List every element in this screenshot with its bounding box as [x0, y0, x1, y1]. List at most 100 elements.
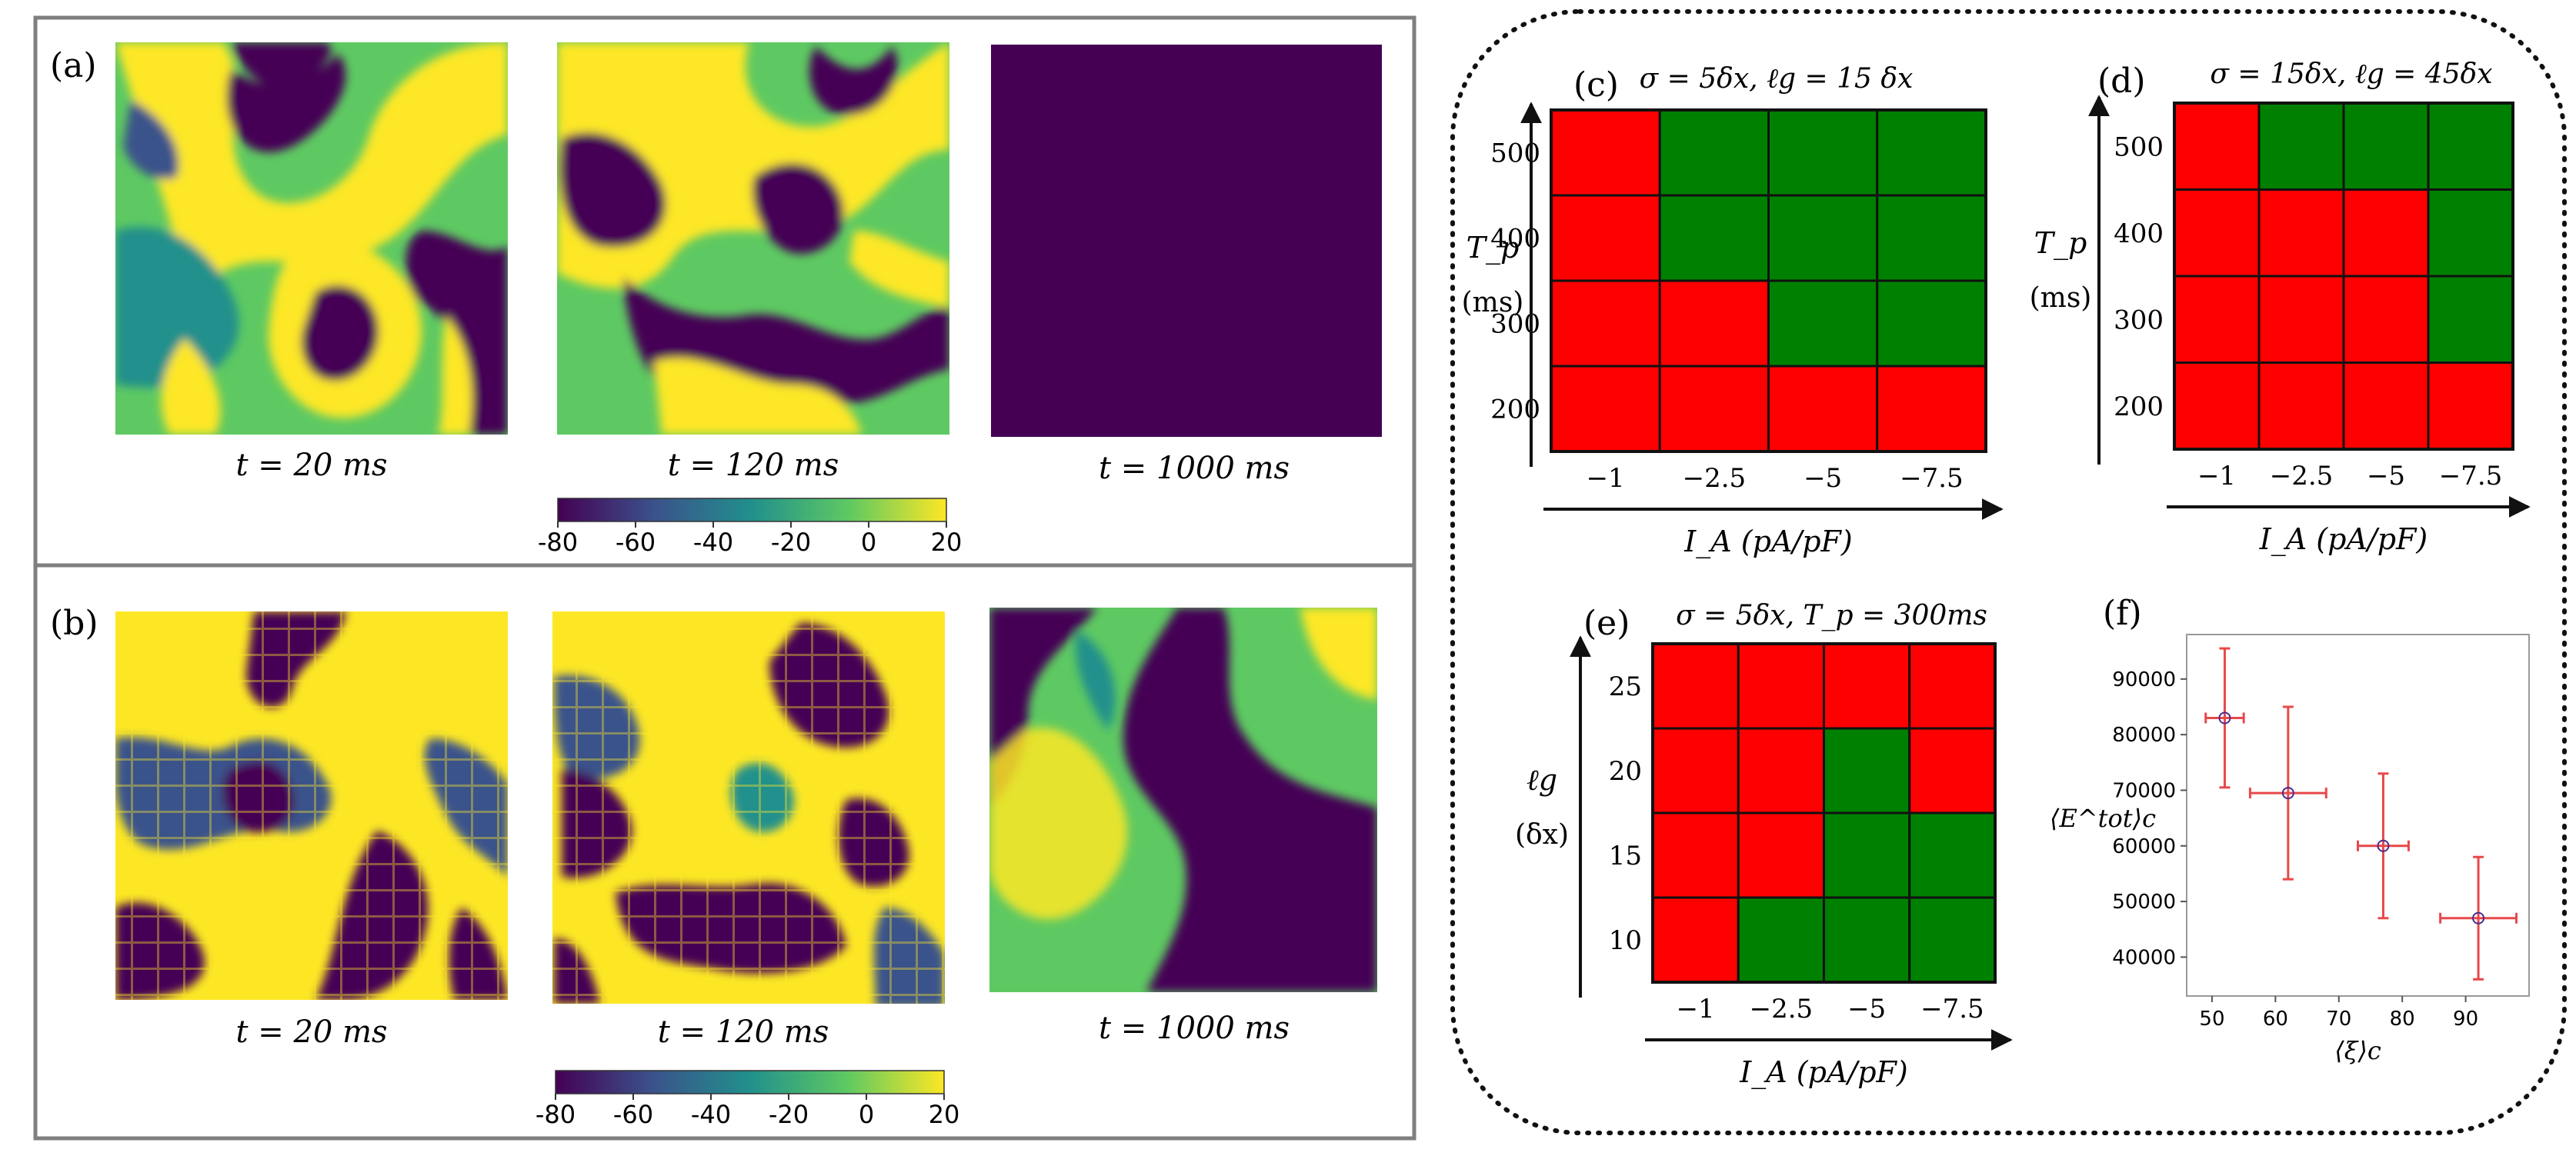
panel-d-x-tick: −1 [2197, 461, 2236, 491]
panel-f-y-tick: 40000 [2112, 946, 2176, 969]
panel-e-x-label: I_A (pA/pF) [1739, 1055, 1907, 1090]
panel-e-cell-r3-c1 [1737, 896, 1825, 984]
colorbar-b-tick-label: -40 [691, 1100, 731, 1129]
panel-c-cell-r3-c1 [1658, 365, 1770, 453]
panel-c-y-tick: 200 [1490, 395, 1540, 425]
panel-e-x-tick: −5 [1847, 994, 1886, 1024]
panel-d-y-tick: 400 [2114, 218, 2164, 249]
colorbar-b-tick-label: -20 [769, 1100, 809, 1129]
panel-f-marker [2472, 911, 2485, 924]
panel-f-x-tick: 70 [2326, 1008, 2351, 1031]
panel-b-label: (b) [50, 604, 98, 643]
panel-f-x-tick: 50 [2199, 1008, 2224, 1031]
panel-a-colorbar [557, 498, 947, 522]
panel-f-point-0 [2204, 647, 2245, 789]
panel-e-heatmap: (e) σ = 5δx, T_p = 300ms 25 20 15 10 −1 −2.5 −5 −… [1515, 600, 2013, 1090]
panel-c-cell-r3-c0 [1550, 365, 1661, 453]
panel-c-cell-r0-c3 [1876, 108, 1987, 197]
panel-d-border [2173, 102, 2514, 451]
panel-d-title: σ = 15δx, ℓg = 45δx [2210, 58, 2492, 90]
panel-f-chart: (f) 50 60 70 80 90 40000 50000 60000 70000 80000 90… [2050, 594, 2530, 1065]
panel-d-x-tick: −7.5 [2439, 461, 2503, 491]
panel-c-cell-r2-c1 [1658, 279, 1770, 368]
panel-e-cell-r1-c0 [1651, 727, 1740, 815]
panel-a-label: (a) [50, 46, 97, 85]
heatmap-panels: (c) σ = 5δx, ℓg = 15 δx 500 400 300 200 −1 −2.5… [1462, 58, 2531, 1090]
colorbar-a-tick-label: -60 [616, 528, 656, 557]
colorbar-b-tick-label: -80 [536, 1100, 576, 1129]
panel-f-x-tick: 80 [2390, 1008, 2415, 1031]
panel-e-cell-r0-c0 [1651, 642, 1740, 730]
panel-d-cell-r1-c3 [2427, 188, 2514, 278]
panel-b-caption-3: t = 1000 ms [1099, 1011, 1290, 1046]
panel-e-cell-r3-c2 [1823, 896, 1911, 984]
panel-c-x-tick: −1 [1587, 463, 1625, 494]
panel-a-colorbar-ticks: -80 -60 -40 -20 0 20 [538, 521, 962, 557]
panel-c-border [1550, 108, 1987, 453]
panel-d-x-label: I_A (pA/pF) [2259, 522, 2428, 557]
panel-b-image-3 [989, 608, 1377, 992]
panel-a-image-3 [991, 45, 1382, 437]
panel-d-cell-r2-c0 [2173, 275, 2261, 364]
panel-a-image-2 [557, 42, 949, 435]
panel-f-marker [2281, 787, 2294, 800]
panel-c-x-label: I_A (pA/pF) [1683, 525, 1852, 559]
panel-b-image-2 [552, 611, 945, 1004]
panel-d-x-tick: −5 [2367, 461, 2405, 491]
panel-a-caption-3: t = 1000 ms [1099, 451, 1290, 486]
panel-e-cell-r1-c3 [1908, 727, 1997, 815]
panel-c-cell-r0-c2 [1767, 108, 1879, 197]
panel-d-x-tick: −2.5 [2270, 461, 2334, 491]
panel-d-cell-r1-c1 [2257, 188, 2345, 278]
panel-d-y-label: T_p [2034, 226, 2087, 261]
panel-a-image-1 [115, 42, 508, 435]
panel-d-y-tick: 500 [2114, 132, 2164, 162]
panel-d-cell-r1-c2 [2342, 188, 2430, 278]
panel-e-y-tick: 10 [1609, 925, 1642, 956]
panel-e-cell-r1-c2 [1823, 727, 1911, 815]
panel-b-frame [33, 563, 1416, 1141]
colorbar-a-tick-label: -20 [771, 528, 811, 557]
panel-e-cell-r2-c2 [1823, 811, 1911, 899]
colorbar-b-tick-label: -60 [613, 1100, 653, 1129]
panel-e-y-tick: 20 [1609, 756, 1642, 787]
panel-d-cell-r0-c1 [2257, 102, 2345, 191]
panel-e-cell-r1-c1 [1737, 727, 1825, 815]
panel-d-cell-r3-c0 [2173, 361, 2261, 451]
panel-d-y-unit: (ms) [2030, 282, 2092, 314]
panel-c-cell-r2-c2 [1767, 279, 1879, 368]
panel-c-x-tick: −5 [1804, 463, 1842, 494]
panel-e-cell-r2-c0 [1651, 811, 1740, 899]
panel-e-cell-r0-c2 [1823, 642, 1911, 730]
panel-c-cell-r2-c3 [1876, 279, 1987, 368]
panel-f-x-label: ⟨ξ⟩c [2334, 1036, 2381, 1065]
panel-e-cell-r2-c3 [1908, 811, 1997, 899]
panel-f-marker [2218, 711, 2231, 725]
panel-d-label: (d) [2097, 62, 2146, 101]
panel-e-y-unit: (δx) [1515, 819, 1569, 851]
right-panel-frame [1450, 9, 2567, 1135]
panel-b-colorbar-ticks: -80 -60 -40 -20 0 20 [536, 1094, 959, 1129]
colorbar-b-tick-label: 0 [859, 1100, 874, 1129]
panel-c-cell-r3-c3 [1876, 365, 1987, 453]
panel-d-cell-r0-c3 [2427, 102, 2514, 191]
panel-f-x-tick: 60 [2263, 1008, 2288, 1031]
panel-f-point-3 [2439, 855, 2518, 981]
panel-c-x-tick: −2.5 [1683, 463, 1747, 494]
panel-d-cell-r1-c0 [2173, 188, 2261, 278]
panel-d-y-tick: 200 [2114, 391, 2164, 422]
panel-f-axes [2186, 634, 2530, 997]
panel-a-caption-1: t = 20 ms [235, 448, 387, 483]
panel-d-heatmap: (d) σ = 15δx, ℓg = 45δx 500 400 300 200 −1 −2.5… [2030, 58, 2531, 557]
panel-e-x-tick: −1 [1677, 994, 1715, 1024]
panel-c-title: σ = 5δx, ℓg = 15 δx [1640, 63, 1914, 95]
panel-e-cell-r0-c3 [1908, 642, 1997, 730]
colorbar-a-tick-label: 20 [931, 528, 963, 557]
panel-b-caption-1: t = 20 ms [235, 1014, 387, 1050]
panel-f-y-tick: 60000 [2112, 835, 2176, 858]
panel-e-y-tick: 15 [1609, 841, 1642, 871]
panel-c-label: (c) [1573, 65, 1619, 105]
panel-f-y-tick: 80000 [2112, 724, 2176, 747]
panel-b-colorbar [555, 1070, 945, 1094]
panel-d-cell-r3-c1 [2257, 361, 2345, 451]
